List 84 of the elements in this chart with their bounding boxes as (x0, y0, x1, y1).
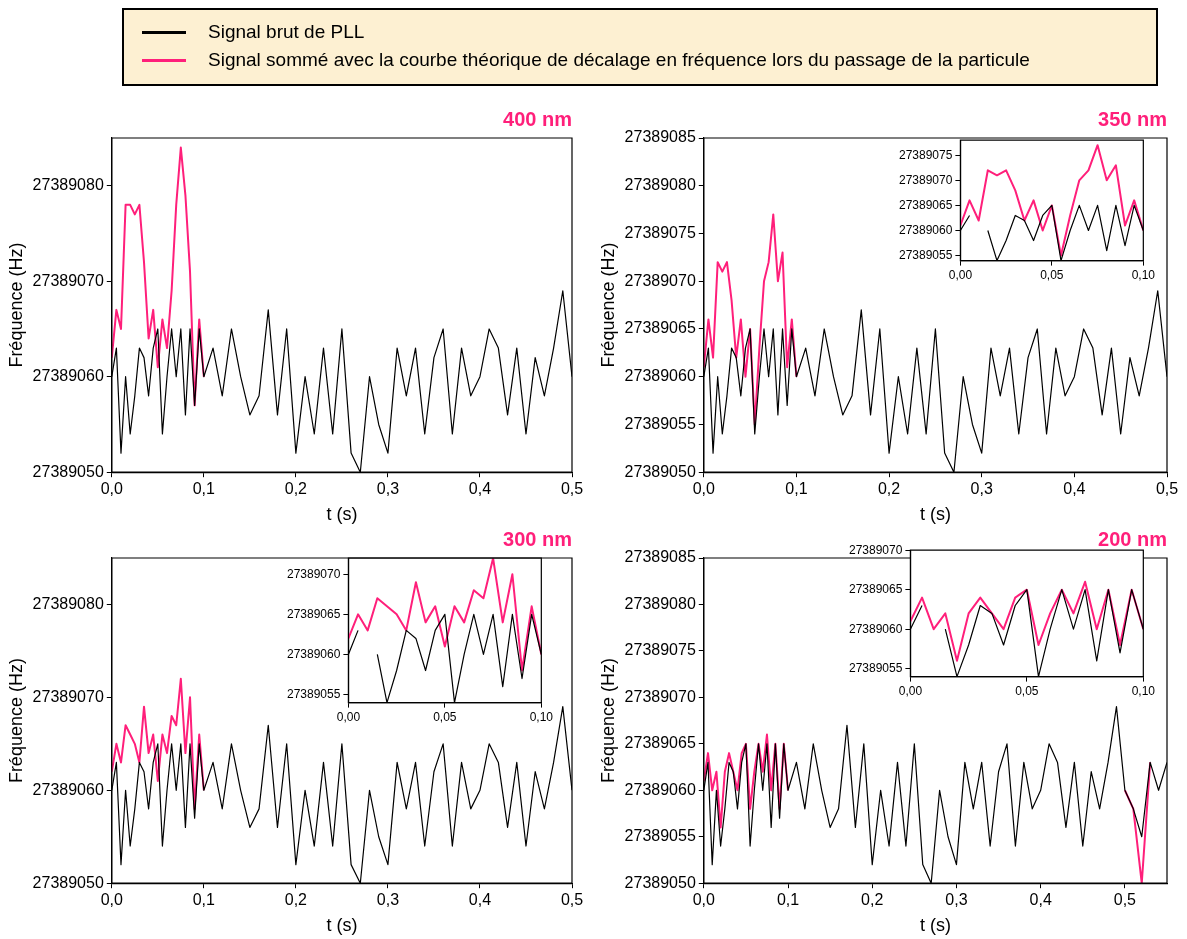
x-tick-label: 0,05 (1015, 684, 1039, 699)
y-tick-label: 27389080 (624, 594, 696, 612)
y-tick-label: 27389055 (624, 414, 696, 432)
chart-title: 300 nm (503, 527, 572, 550)
y-tick-label: 27389060 (624, 780, 696, 798)
y-tick-label: 27389070 (899, 172, 953, 187)
x-tick-label: 0,5 (560, 891, 584, 909)
chart-title: 200 nm (1098, 527, 1167, 550)
y-tick-label: 27389050 (624, 462, 696, 480)
x-tick-label: 0,4 (1029, 891, 1052, 909)
x-axis-title: t (s) (919, 915, 951, 936)
x-tick-label: 0,5 (1113, 891, 1137, 909)
x-tick-label: 0,05 (433, 710, 457, 725)
y-tick-label: 27389060 (287, 646, 341, 661)
x-tick-label: 0,1 (192, 480, 216, 498)
x-tick-label: 0,0 (692, 480, 716, 498)
y-tick-label: 27389070 (32, 271, 104, 289)
x-tick-label: 0,05 (1040, 268, 1064, 283)
x-tick-label: 0,5 (1155, 480, 1179, 498)
y-tick-label: 27389050 (624, 873, 696, 891)
y-tick-label: 27389080 (624, 176, 696, 194)
chart-title: 400 nm (503, 107, 572, 130)
x-tick-label: 0,10 (1131, 268, 1156, 283)
y-axis-title: Fréquence (Hz) (5, 242, 26, 368)
x-tick-label: 0,1 (785, 480, 808, 498)
legend-label: Signal sommé avec la courbe théorique de décalage en fréquence lors du passage de la particule (208, 49, 1030, 71)
y-tick-label: 27389055 (287, 686, 341, 701)
y-tick-label: 27389070 (32, 687, 104, 705)
x-tick-label: 0,2 (284, 891, 308, 909)
y-tick-label: 27389085 (624, 128, 696, 146)
y-tick-label: 27389070 (624, 687, 696, 705)
y-tick-label: 27389060 (32, 367, 104, 385)
y-tick-label: 27389060 (849, 621, 903, 636)
x-tick-label: 0,3 (945, 891, 968, 909)
y-tick-label: 27389070 (287, 566, 341, 581)
x-tick-label: 0,2 (284, 480, 308, 498)
x-tick-label: 0,4 (468, 891, 492, 909)
x-tick-label: 0,3 (376, 891, 400, 909)
x-tick-label: 0,1 (776, 891, 800, 909)
y-tick-label: 27389055 (899, 247, 953, 262)
y-tick-label: 27389065 (287, 606, 341, 621)
x-tick-label: 0,4 (1063, 480, 1086, 498)
x-tick-label: 0,1 (192, 891, 216, 909)
x-axis-title: t (s) (919, 504, 951, 525)
x-tick-label: 0,0 (692, 891, 716, 909)
x-tick-label: 0,10 (529, 710, 554, 725)
y-tick-label: 27389070 (849, 542, 903, 557)
y-axis-title: Fréquence (Hz) (597, 242, 618, 368)
x-axis-title: t (s) (326, 915, 358, 936)
y-tick-label: 27389050 (32, 462, 104, 480)
y-tick-label: 27389075 (624, 223, 696, 241)
x-tick-label: 0,3 (376, 480, 400, 498)
y-tick-label: 27389055 (624, 827, 696, 845)
x-tick-label: 0,0 (100, 891, 124, 909)
x-tick-label: 0,3 (970, 480, 993, 498)
y-tick-label: 27389065 (899, 197, 953, 212)
y-tick-label: 27389055 (849, 661, 903, 676)
y-tick-label: 27389075 (624, 641, 696, 659)
y-tick-label: 27389070 (624, 271, 696, 289)
x-tick-label: 0,00 (898, 684, 923, 699)
x-tick-label: 0,4 (468, 480, 492, 498)
y-tick-label: 27389065 (849, 582, 903, 597)
y-tick-label: 27389065 (624, 734, 696, 752)
y-axis-title: Fréquence (Hz) (5, 658, 26, 784)
y-tick-label: 27389060 (32, 780, 104, 798)
y-tick-label: 27389085 (624, 548, 696, 566)
y-tick-label: 27389050 (32, 873, 104, 891)
x-tick-label: 0,00 (336, 710, 361, 725)
x-tick-label: 0,5 (560, 480, 584, 498)
chart-title: 350 nm (1098, 107, 1167, 130)
y-tick-label: 27389080 (32, 176, 104, 194)
y-axis-title: Fréquence (Hz) (597, 658, 618, 784)
legend-label: Signal brut de PLL (208, 21, 365, 43)
y-tick-label: 27389075 (899, 147, 953, 162)
x-tick-label: 0,2 (877, 480, 901, 498)
x-tick-label: 0,0 (100, 480, 124, 498)
x-tick-label: 0,2 (861, 891, 884, 909)
x-axis-title: t (s) (326, 504, 358, 525)
y-tick-label: 27389080 (32, 594, 104, 612)
y-tick-label: 27389060 (624, 367, 696, 385)
y-tick-label: 27389065 (624, 319, 696, 337)
x-tick-label: 0,10 (1131, 684, 1156, 699)
x-tick-label: 0,00 (948, 268, 973, 283)
y-tick-label: 27389060 (899, 222, 953, 237)
